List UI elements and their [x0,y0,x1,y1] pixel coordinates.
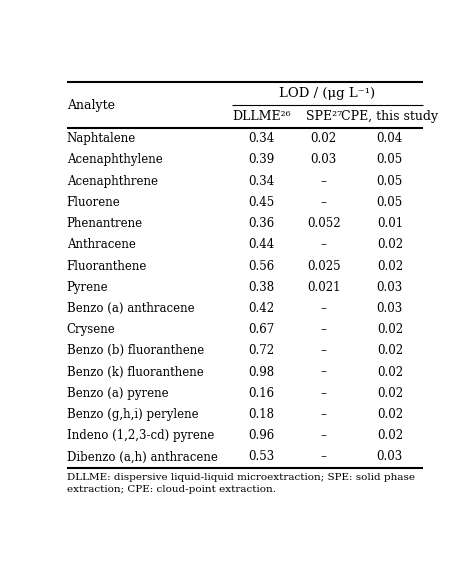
Text: –: – [321,366,327,379]
Text: LOD / (μg L⁻¹): LOD / (μg L⁻¹) [279,87,375,100]
Text: 0.42: 0.42 [248,302,274,315]
Text: Naphtalene: Naphtalene [66,132,136,145]
Text: Crysene: Crysene [66,323,115,336]
Text: Pyrene: Pyrene [66,281,108,294]
Text: Fluoranthene: Fluoranthene [66,259,147,273]
Text: 0.01: 0.01 [377,217,403,230]
Text: DLLME²⁶: DLLME²⁶ [232,110,291,123]
Text: 0.67: 0.67 [248,323,274,336]
Text: Acenaphthylene: Acenaphthylene [66,153,163,166]
Text: 0.02: 0.02 [377,408,403,421]
Text: 0.02: 0.02 [377,259,403,273]
Text: 0.05: 0.05 [377,196,403,209]
Text: 0.02: 0.02 [310,132,337,145]
Text: –: – [321,302,327,315]
Text: Benzo (a) pyrene: Benzo (a) pyrene [66,387,168,400]
Text: Benzo (k) fluoranthene: Benzo (k) fluoranthene [66,366,203,379]
Text: 0.02: 0.02 [377,344,403,358]
Text: 0.39: 0.39 [248,153,274,166]
Text: Phenantrene: Phenantrene [66,217,143,230]
Text: 0.72: 0.72 [248,344,274,358]
Text: –: – [321,344,327,358]
Text: 0.98: 0.98 [248,366,274,379]
Text: DLLME: dispersive liquid-liquid microextraction; SPE: solid phase
extraction; CP: DLLME: dispersive liquid-liquid microext… [66,473,415,494]
Text: 0.44: 0.44 [248,238,274,251]
Text: –: – [321,408,327,421]
Text: 0.052: 0.052 [307,217,340,230]
Text: –: – [321,387,327,400]
Text: 0.34: 0.34 [248,132,274,145]
Text: 0.16: 0.16 [248,387,274,400]
Text: 0.03: 0.03 [310,153,337,166]
Text: 0.34: 0.34 [248,174,274,188]
Text: Benzo (a) anthracene: Benzo (a) anthracene [66,302,194,315]
Text: 0.45: 0.45 [248,196,274,209]
Text: 0.56: 0.56 [248,259,274,273]
Text: Indeno (1,2,3-cd) pyrene: Indeno (1,2,3-cd) pyrene [66,429,214,442]
Text: 0.02: 0.02 [377,323,403,336]
Text: 0.36: 0.36 [248,217,274,230]
Text: 0.021: 0.021 [307,281,340,294]
Text: Benzo (b) fluoranthene: Benzo (b) fluoranthene [66,344,204,358]
Text: Anthracene: Anthracene [66,238,136,251]
Text: 0.05: 0.05 [377,153,403,166]
Text: 0.02: 0.02 [377,387,403,400]
Text: Acenaphthrene: Acenaphthrene [66,174,157,188]
Text: 0.53: 0.53 [248,451,274,463]
Text: 0.025: 0.025 [307,259,340,273]
Text: 0.96: 0.96 [248,429,274,442]
Text: –: – [321,429,327,442]
Text: –: – [321,174,327,188]
Text: 0.03: 0.03 [377,451,403,463]
Text: Fluorene: Fluorene [66,196,120,209]
Text: –: – [321,323,327,336]
Text: 0.02: 0.02 [377,238,403,251]
Text: 0.02: 0.02 [377,366,403,379]
Text: –: – [321,196,327,209]
Text: 0.18: 0.18 [248,408,274,421]
Text: 0.03: 0.03 [377,302,403,315]
Text: 0.02: 0.02 [377,429,403,442]
Text: CPE, this study: CPE, this study [341,110,438,123]
Text: Benzo (g,h,i) perylene: Benzo (g,h,i) perylene [66,408,198,421]
Text: SPE²⁷: SPE²⁷ [306,110,342,123]
Text: –: – [321,238,327,251]
Text: 0.03: 0.03 [377,281,403,294]
Text: 0.38: 0.38 [248,281,274,294]
Text: Dibenzo (a,h) anthracene: Dibenzo (a,h) anthracene [66,451,218,463]
Text: –: – [321,451,327,463]
Text: 0.05: 0.05 [377,174,403,188]
Text: Analyte: Analyte [66,99,115,111]
Text: 0.04: 0.04 [377,132,403,145]
